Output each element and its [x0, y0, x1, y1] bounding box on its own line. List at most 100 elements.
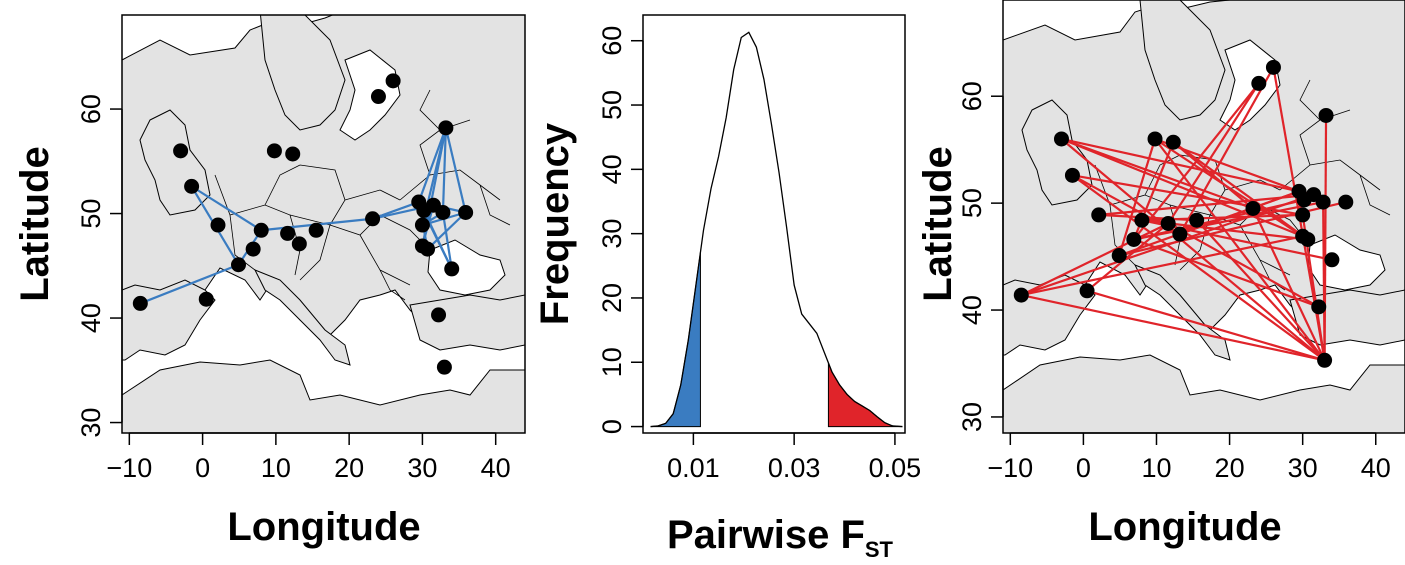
high-fst-map-panel: −10 0 10 20 30 40 30 40 50 60 Longitude Latitude: [916, 0, 1405, 549]
population-link: [1061, 137, 1314, 196]
sampling-site-point: [444, 261, 460, 277]
population-link: [1167, 82, 1260, 225]
land-north-africa: [1003, 354, 1405, 433]
population-link: [1323, 115, 1328, 361]
y-axis: 30 40 50 60: [76, 94, 123, 438]
population-link: [191, 185, 262, 232]
x-tick-label: 40: [481, 453, 511, 483]
population-link: [1195, 219, 1326, 362]
shaded-tail-high: [827, 362, 903, 428]
x-tick-label: 0.03: [768, 453, 821, 483]
sampling-site-point: [1111, 248, 1127, 264]
sampling-site-point: [458, 205, 474, 221]
y-tick-label: 10: [597, 347, 627, 377]
sampling-site-point: [1317, 352, 1333, 368]
sampling-site-point: [1338, 194, 1354, 210]
y-axis-title: Latitude: [916, 146, 960, 302]
sampling-site-point: [370, 89, 386, 105]
y-tick-label: 30: [76, 408, 106, 438]
sampling-site-point: [1318, 107, 1334, 123]
sampling-site-point: [1189, 212, 1205, 228]
x-tick-label: 0.05: [869, 453, 922, 483]
population-link: [441, 127, 447, 213]
x-tick-label: 0.01: [667, 453, 720, 483]
sampling-site-point: [1147, 131, 1163, 147]
x-axis: −10 0 10 20 30 40: [106, 432, 511, 483]
population-link: [441, 212, 453, 270]
sampling-site-point: [1013, 287, 1029, 303]
y-tick-label: 60: [957, 81, 987, 111]
sampling-site-point: [1126, 231, 1142, 247]
x-tick-label: −10: [987, 453, 1033, 483]
y-tick-label: 30: [597, 219, 627, 249]
sampling-site-point: [285, 146, 301, 162]
density-layer: [650, 31, 903, 428]
sampling-site-point: [438, 120, 454, 136]
x-axis-title-subscript: ST: [865, 537, 894, 562]
sampling-site-point: [1165, 134, 1181, 150]
y-tick-label: 40: [957, 295, 987, 325]
sea-baltic: [339, 49, 401, 141]
sampling-site-point: [436, 359, 452, 375]
country-borders: [214, 89, 511, 301]
sampling-site-point: [1245, 200, 1261, 216]
density-plot-frame: [642, 14, 906, 434]
y-axis-title: Frequency: [533, 122, 577, 325]
sampling-site-point: [1311, 299, 1327, 315]
sampling-site-point: [132, 295, 148, 311]
x-tick-label: 30: [1288, 453, 1318, 483]
sampling-site-point: [1265, 59, 1281, 75]
sampling-site-point: [1251, 75, 1267, 91]
population-link: [1020, 222, 1169, 297]
density-curve: [650, 31, 903, 428]
population-link: [1178, 66, 1275, 235]
sampling-site-point: [431, 307, 447, 323]
x-axis-title: Pairwise FST: [667, 513, 894, 562]
sampling-site-point: [1091, 207, 1107, 223]
population-link: [1061, 137, 1304, 238]
sampling-site-point: [1172, 226, 1188, 242]
population-link: [1133, 198, 1305, 241]
sampling-site-point: [1079, 283, 1095, 299]
population-link: [1118, 138, 1157, 256]
y-tick-label: 40: [597, 154, 627, 184]
land-italy: [1133, 264, 1231, 361]
y-tick-label: 0: [597, 419, 627, 434]
sampling-site-point: [266, 143, 282, 159]
point-layer: [1013, 59, 1354, 368]
population-link: [139, 263, 239, 305]
population-link: [444, 127, 467, 213]
population-link: [1172, 141, 1309, 241]
sampling-site-point: [231, 257, 247, 273]
population-link: [1061, 137, 1254, 210]
sampling-site-point: [1160, 215, 1176, 231]
y-tick-label: 50: [597, 90, 627, 120]
sampling-site-point: [173, 143, 189, 159]
population-link: [417, 127, 447, 203]
population-link: [1132, 82, 1260, 241]
y-axis: 30 40 50 60: [957, 81, 1004, 432]
x-tick-label: 0: [195, 453, 210, 483]
y-tick-label: 20: [597, 283, 627, 313]
sampling-site-point: [1295, 207, 1311, 223]
x-tick-label: 30: [407, 453, 437, 483]
population-link: [1086, 289, 1325, 362]
y-tick-label: 60: [76, 94, 106, 124]
population-link: [1154, 138, 1326, 361]
population-link: [1133, 238, 1320, 308]
y-axis: 0 10 20 30 40 50 60: [597, 26, 644, 434]
sampling-site-point: [1324, 252, 1340, 268]
sea-black: [1307, 234, 1386, 291]
population-link: [1021, 235, 1303, 297]
sampling-site-point: [385, 73, 401, 89]
x-axis: 0.01 0.03 0.05: [667, 432, 922, 483]
sampling-site-point: [308, 222, 324, 238]
sampling-site-point: [1064, 167, 1080, 183]
sampling-site-point: [280, 225, 296, 241]
land-north-africa: [122, 359, 525, 433]
sampling-site-point: [435, 205, 451, 221]
x-axis-title: Longitude: [1088, 505, 1281, 549]
x-tick-label: 10: [1141, 453, 1171, 483]
